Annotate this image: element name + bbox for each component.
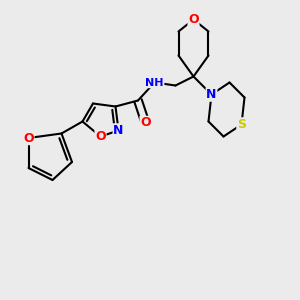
Text: N: N bbox=[113, 124, 124, 137]
Text: S: S bbox=[237, 118, 246, 131]
Text: NH: NH bbox=[145, 77, 164, 88]
Text: O: O bbox=[140, 116, 151, 130]
Text: O: O bbox=[188, 13, 199, 26]
Text: O: O bbox=[23, 131, 34, 145]
Text: N: N bbox=[206, 88, 217, 101]
Text: O: O bbox=[95, 130, 106, 143]
